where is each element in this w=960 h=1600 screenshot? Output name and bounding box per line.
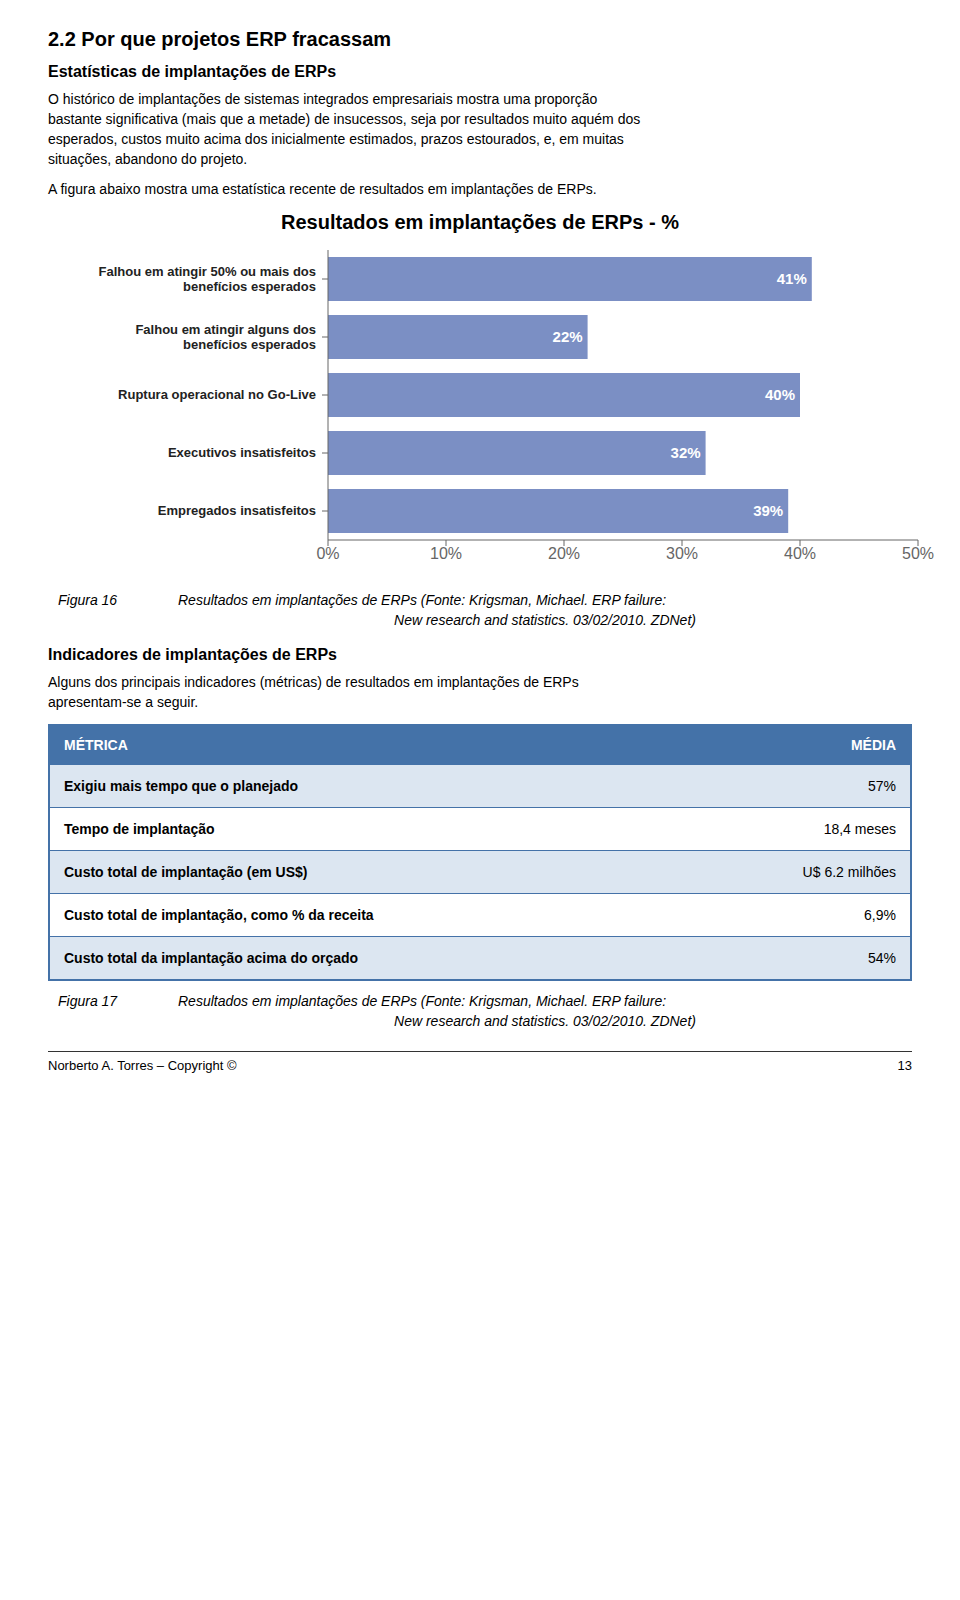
html-text:Resultados em implantações de: Resultados em implantações de ERPs (Font… xyxy=(178,993,667,1009)
svg-text:Falhou em atingir 50% ou mais: Falhou em atingir 50% ou mais dosbenefíc… xyxy=(99,264,316,294)
html-text:New research and statistics. 0: New research and statistics. 03/02/2010.… xyxy=(394,1013,696,1029)
html-text:Estatísticas de implantações d: Estatísticas de implantações de ERPs xyxy=(48,63,337,80)
html-text:57%: 57% xyxy=(868,778,896,794)
html-text:esperados, custos muito acima: esperados, custos muito acima dos inicia… xyxy=(48,131,624,147)
html-text:Custo total de implantação (em: Custo total de implantação (em US$) xyxy=(64,864,308,880)
html-text:Tempo de implantação: Tempo de implantação xyxy=(64,821,215,837)
html-text:A figura abaixo mostra uma est: A figura abaixo mostra uma estatística r… xyxy=(48,181,597,197)
html-text:Figura 16: Figura 16 xyxy=(58,592,118,608)
html-text:New research and statistics. 0: New research and statistics. 03/02/2010.… xyxy=(394,612,696,628)
svg-text:39%: 39% xyxy=(753,502,783,519)
html-text:MÉTRICA: MÉTRICA xyxy=(64,737,128,753)
html-text:Resultados em implantações de: Resultados em implantações de ERPs (Font… xyxy=(178,592,667,608)
html-text:13: 13 xyxy=(897,1058,912,1073)
html-text:Exigiu mais tempo que o planej: Exigiu mais tempo que o planejado xyxy=(64,778,299,794)
svg-text:Ruptura operacional no Go-Live: Ruptura operacional no Go-Live xyxy=(118,387,316,402)
svg-text:41%: 41% xyxy=(777,270,807,287)
html-text:2.2 Por que projetos ERP fraca: 2.2 Por que projetos ERP fracassam xyxy=(48,28,392,50)
svg-text:40%: 40% xyxy=(765,386,795,403)
html-text:O histórico de implantações de: O histórico de implantações de sistemas … xyxy=(48,91,598,107)
svg-text:32%: 32% xyxy=(671,444,701,461)
svg-text:Executivos insatisfeitos: Executivos insatisfeitos xyxy=(168,445,316,460)
html-text:Figura 17: Figura 17 xyxy=(58,993,118,1009)
html-text:Custo total da implantação aci: Custo total da implantação acima do orça… xyxy=(64,950,359,966)
html-text:U$ 6.2 milhões: U$ 6.2 milhões xyxy=(802,864,896,880)
svg-text:Empregados insatisfeitos: Empregados insatisfeitos xyxy=(158,503,316,518)
html-text:18,4 meses: 18,4 meses xyxy=(823,821,896,837)
svg-text:40%: 40% xyxy=(784,545,816,562)
html-text:Alguns dos principais indicado: Alguns dos principais indicadores (métri… xyxy=(48,674,579,690)
svg-text:10%: 10% xyxy=(430,545,462,562)
html-text:Resultados em implantações de: Resultados em implantações de ERPs - % xyxy=(281,211,679,233)
svg-text:0%: 0% xyxy=(316,545,339,562)
html-text:6,9%: 6,9% xyxy=(864,907,896,923)
html-text:Custo total de implantação, co: Custo total de implantação, como % da re… xyxy=(64,907,374,923)
html-text:Norberto A. Torres – Copyright: Norberto A. Torres – Copyright © xyxy=(48,1058,237,1073)
html-text:apresentam-se a seguir.: apresentam-se a seguir. xyxy=(48,694,199,710)
html-text:situações, abandono do projeto: situações, abandono do projeto. xyxy=(48,151,248,167)
svg-text:50%: 50% xyxy=(902,545,934,562)
html-text:bastante significativa (mais q: bastante significativa (mais que a metad… xyxy=(48,111,641,127)
html-text:Indicadores de implantações de: Indicadores de implantações de ERPs xyxy=(48,646,337,663)
html-text:54%: 54% xyxy=(868,950,896,966)
svg-text:22%: 22% xyxy=(553,328,583,345)
svg-text:30%: 30% xyxy=(666,545,698,562)
svg-text:20%: 20% xyxy=(548,545,580,562)
svg-text:Falhou em atingir alguns dosbe: Falhou em atingir alguns dosbenefícios e… xyxy=(135,322,316,352)
html-text:MÉDIA: MÉDIA xyxy=(850,737,896,753)
